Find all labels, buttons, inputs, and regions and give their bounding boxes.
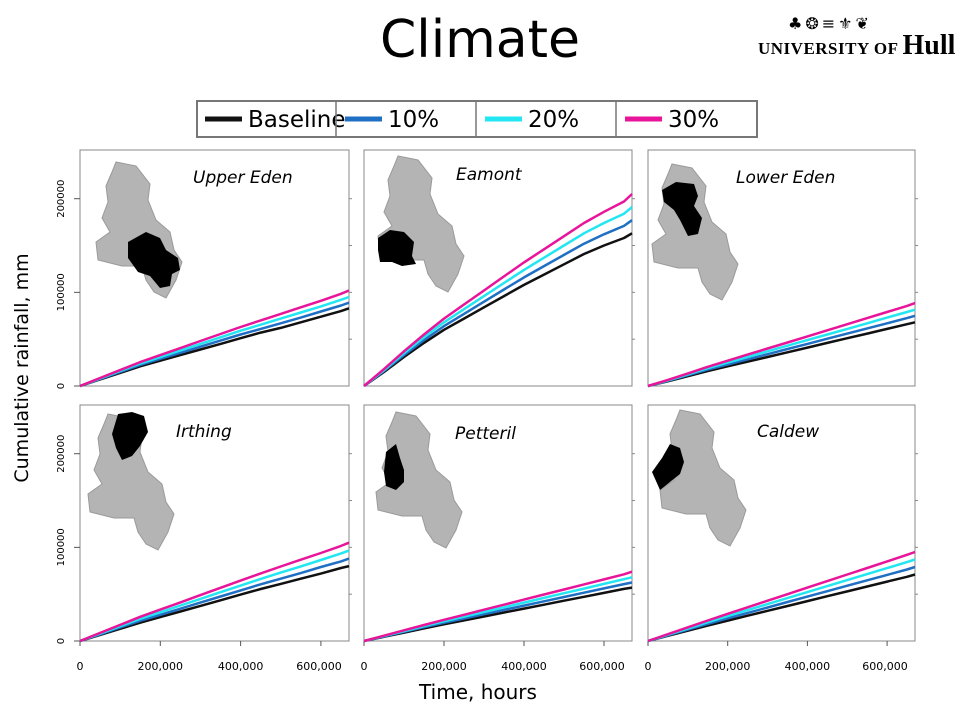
series-line-30 (363, 570, 633, 643)
series-line-20 (79, 549, 350, 643)
series-line-baseline (363, 232, 633, 388)
y-tick-label: 100000 (56, 528, 67, 566)
subcatchment-highlight (112, 412, 148, 460)
series-line-baseline (79, 564, 350, 643)
panel-lower-eden: Lower Eden (647, 149, 918, 388)
series-line-20 (363, 206, 633, 387)
subcatchment-highlight (128, 232, 180, 288)
x-tick-label: 200,000 (421, 660, 467, 673)
series-line-30 (647, 550, 916, 643)
x-tick-label: 400,000 (218, 660, 264, 673)
legend-label: Baseline (248, 107, 346, 133)
university-logo: ♣❂≡⚜❦ UNIVERSITY OF Hull (758, 14, 955, 61)
series-line-30 (79, 289, 350, 388)
y-axis-label: Cumulative rainfall, mm (11, 253, 33, 482)
series-line-30 (647, 301, 916, 388)
x-tick-label: 400,000 (501, 660, 547, 673)
legend-label: 20% (528, 107, 579, 133)
subcatchment-highlight (378, 230, 416, 266)
subcatchment-highlight (652, 444, 684, 490)
series-line-30 (363, 193, 633, 387)
panel-irthing: Irthing (74, 404, 352, 646)
page-title: Climate (379, 10, 581, 70)
panel-eamont: Eamont (363, 149, 635, 388)
panel-upper-eden: Upper Eden (74, 149, 352, 388)
series-line-10 (363, 219, 633, 387)
subcatchment-highlight (662, 182, 702, 236)
x-axis-label: Time, hours (418, 680, 537, 704)
x-tick-label: 0 (361, 660, 368, 673)
crest-icons: ♣❂≡⚜❦ (788, 14, 872, 33)
x-tick-label: 200,000 (705, 660, 751, 673)
panel-petteril: Petteril (363, 404, 635, 646)
panel-label: Lower Eden (736, 168, 835, 188)
legend-item-10: 10% (335, 101, 439, 137)
legend-item-30: 30% (615, 101, 719, 137)
panel-label: Petteril (455, 424, 516, 444)
series-line-30 (79, 541, 350, 643)
legend-item-20: 20% (475, 101, 579, 137)
x-tick-label: 0 (645, 660, 652, 673)
y-tick-label: 0 (56, 383, 67, 389)
y-tick-label: 200000 (56, 180, 67, 218)
x-tick-label: 200,000 (138, 660, 184, 673)
panel-label: Caldew (757, 422, 819, 442)
catchment-map (375, 411, 463, 549)
legend-label: 30% (668, 107, 719, 133)
y-tick-label: 100000 (56, 273, 67, 311)
x-tick-label: 600,000 (579, 660, 625, 673)
series-line-10 (79, 557, 350, 643)
y-tick-label: 200000 (56, 435, 67, 473)
x-tick-label: 0 (77, 660, 84, 673)
chart-legend: Baseline 10% 20% 30% (196, 100, 758, 138)
legend-label: 10% (388, 107, 439, 133)
panel-label: Eamont (456, 165, 523, 185)
series-line-20 (647, 558, 916, 643)
panel-label: Irthing (176, 422, 232, 442)
legend-item-baseline: Baseline (205, 107, 346, 133)
y-tick-label: 0 (56, 638, 67, 644)
catchment-map (87, 413, 175, 551)
logo-hull: Hull (902, 30, 956, 61)
panel-label: Upper Eden (193, 168, 293, 188)
panel-caldew: Caldew (647, 404, 918, 646)
x-tick-label: 600,000 (296, 660, 342, 673)
logo-university: UNIVERSITY OF (758, 39, 899, 58)
x-tick-label: 400,000 (785, 660, 831, 673)
logo-text: UNIVERSITY OF Hull (758, 30, 955, 62)
subcatchment-highlight (384, 444, 404, 490)
x-tick-label: 600,000 (862, 660, 908, 673)
legend-frame (196, 100, 758, 138)
